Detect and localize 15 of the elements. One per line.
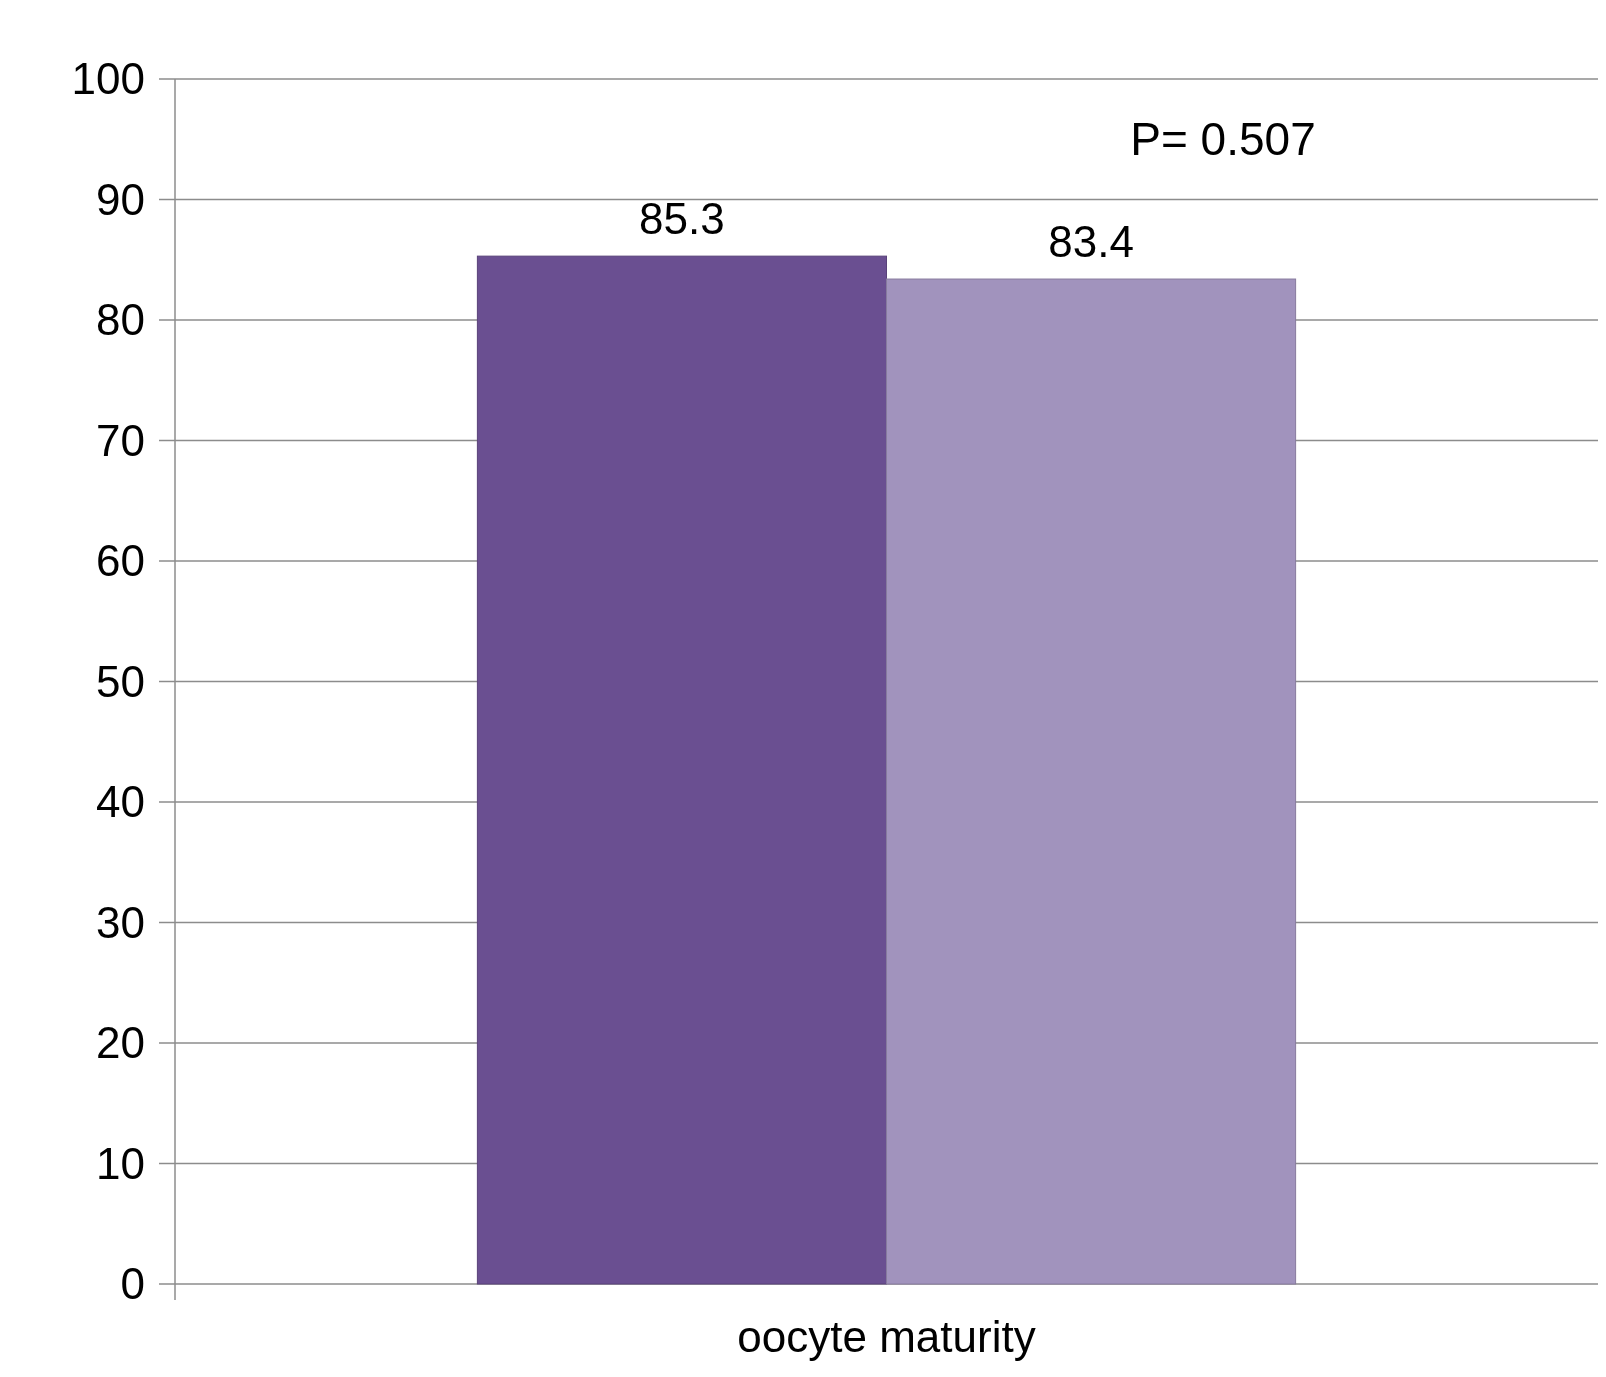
y-tick-label: 30 [96,897,145,947]
y-tick-label: 0 [120,1259,145,1309]
y-tick-label: 90 [96,174,145,224]
y-tick-label: 80 [96,295,145,345]
y-tick-label: 60 [96,536,145,586]
data-label: 83.4 [1048,217,1134,267]
y-tick-label: 20 [96,1018,145,1068]
y-tick-label: 70 [96,415,145,465]
y-tick-label: 50 [96,656,145,706]
y-tick-label: 40 [96,777,145,827]
y-tick-label: 10 [96,1138,145,1188]
annotation: P= 0.507 [1130,113,1316,166]
x-tick-label: oocyte maturity [737,1312,1036,1361]
y-tick-label: 100 [71,54,145,104]
data-label: 85.3 [639,194,725,244]
